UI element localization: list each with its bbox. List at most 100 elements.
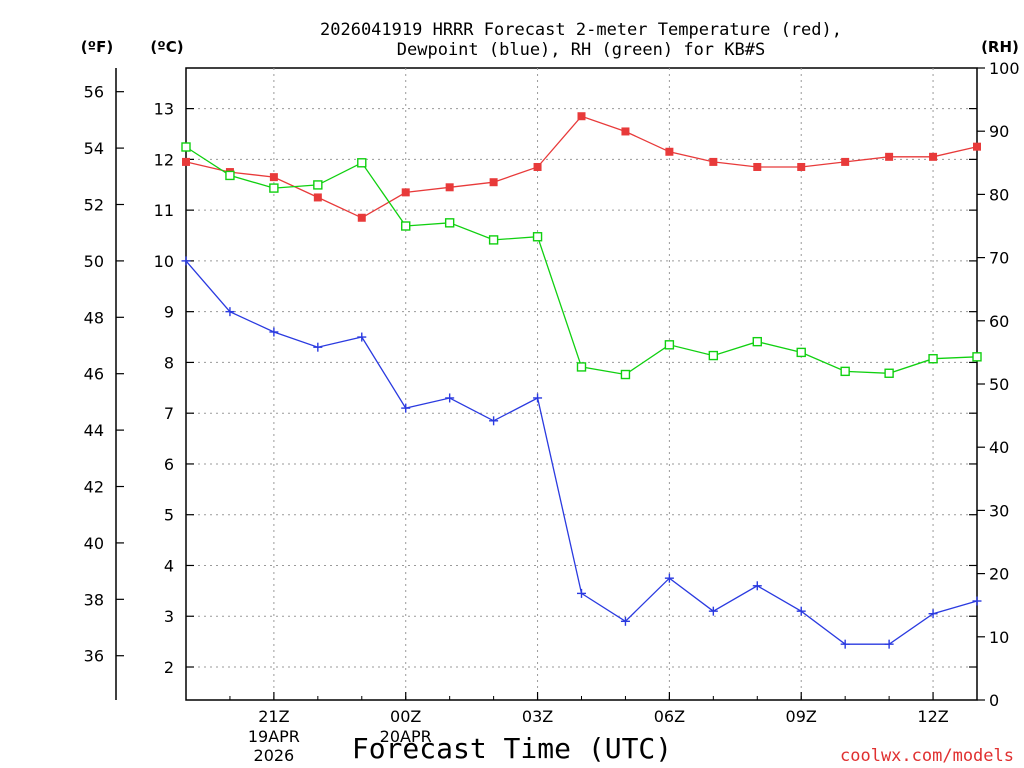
- rh-tick-label: 20: [989, 565, 1009, 584]
- rh-tick-label: 50: [989, 375, 1009, 394]
- rh-point: [576, 362, 587, 372]
- celsius-unit-label: (ºC): [150, 38, 183, 56]
- credit-text: coolwx.com/models: [840, 746, 1014, 766]
- rh-point: [840, 366, 850, 377]
- x-tick-label: 06Z: [654, 707, 685, 726]
- dewpoint-point: [577, 588, 586, 598]
- rh-point: [269, 183, 279, 193]
- x-tick-sublabel: 2026: [254, 746, 295, 765]
- dewpoint-point: [664, 573, 674, 583]
- celsius-tick-label: 5: [164, 506, 174, 525]
- temperature-point: [445, 183, 454, 192]
- dewpoint-point: [840, 639, 850, 649]
- temperature-point: [797, 162, 806, 171]
- rh-tick-label: 10: [989, 628, 1009, 647]
- rh-tick-label: 90: [989, 122, 1009, 141]
- dewpoint-point: [884, 639, 894, 649]
- dewpoint-point: [533, 393, 543, 403]
- dewpoint-point: [357, 332, 367, 342]
- dewpoint-point: [269, 327, 279, 337]
- celsius-tick-label: 8: [164, 353, 174, 372]
- series-line-dewpoint: [185, 260, 978, 645]
- temperature-point: [665, 147, 674, 156]
- fahrenheit-tick-label: 50: [84, 252, 104, 271]
- rh-point: [313, 180, 323, 190]
- dewpoint-point: [225, 307, 235, 317]
- celsius-tick-label: 3: [164, 607, 174, 626]
- rh-point: [708, 350, 719, 361]
- rh-point: [488, 235, 499, 245]
- celsius-tick-label: 11: [154, 201, 174, 220]
- series-layer: [181, 112, 982, 649]
- rh-point: [796, 347, 806, 358]
- temperature-point: [577, 112, 586, 121]
- x-tick-label: 03Z: [522, 707, 553, 726]
- temperature-point: [401, 188, 410, 197]
- fahrenheit-unit-label: (ºF): [81, 38, 113, 56]
- rh-point: [357, 158, 367, 168]
- rh-point: [884, 368, 894, 378]
- rh-point: [401, 221, 411, 231]
- dewpoint-point: [181, 256, 191, 266]
- celsius-tick-label: 10: [154, 252, 174, 271]
- rh-point: [752, 336, 762, 347]
- chart-title-line2: Dewpoint (blue), RH (green) for KB#S: [397, 40, 765, 60]
- rh-point: [972, 352, 982, 362]
- dewpoint-point: [708, 606, 718, 616]
- temperature-point: [753, 162, 762, 171]
- rh-tick-label: 70: [989, 249, 1009, 268]
- fahrenheit-tick-label: 36: [84, 647, 104, 666]
- rh-unit-label: (RH): [981, 38, 1019, 56]
- rh-tick-label: 80: [989, 185, 1009, 204]
- temperature-point: [709, 157, 718, 166]
- temperature-point: [357, 213, 366, 222]
- rh-point: [181, 142, 191, 152]
- fahrenheit-tick-label: 56: [84, 83, 104, 102]
- series-line-temperature: [185, 115, 978, 219]
- fahrenheit-tick-label: 52: [84, 195, 104, 214]
- temperature-point: [885, 152, 894, 161]
- celsius-tick-label: 4: [164, 556, 174, 575]
- x-tick-label: 21Z: [258, 707, 289, 726]
- temperature-point: [182, 157, 190, 166]
- celsius-tick-label: 2: [164, 658, 174, 677]
- dewpoint-point: [928, 609, 938, 619]
- x-tick-label: 09Z: [786, 707, 817, 726]
- temperature-point: [313, 193, 322, 202]
- rh-point: [444, 218, 455, 228]
- dewpoint-point: [752, 581, 762, 591]
- celsius-tick-label: 13: [154, 100, 174, 119]
- temperature-point: [973, 142, 981, 151]
- fahrenheit-tick-label: 38: [84, 590, 104, 609]
- dewpoint-point: [972, 596, 982, 606]
- axes-layer: 2345678910111213363840424446485052545601…: [84, 59, 1020, 765]
- plot-frame: [185, 67, 978, 701]
- rh-tick-label: 60: [989, 312, 1009, 331]
- dewpoint-point: [313, 342, 323, 352]
- rh-tick-label: 30: [989, 501, 1009, 520]
- rh-point: [664, 340, 675, 350]
- celsius-tick-label: 7: [164, 404, 174, 423]
- x-tick-sublabel: 20APR: [380, 727, 432, 746]
- dewpoint-point: [796, 606, 806, 616]
- rh-point: [225, 170, 235, 181]
- x-axis-label: Forecast Time (UTC): [352, 732, 672, 765]
- chart-title: 2026041919 HRRR Forecast 2-meter Tempera…: [320, 20, 842, 40]
- celsius-tick-label: 12: [154, 150, 174, 169]
- rh-tick-label: 0: [989, 691, 999, 710]
- fahrenheit-tick-label: 44: [84, 421, 104, 440]
- rh-point: [928, 354, 938, 364]
- temperature-point: [841, 157, 850, 166]
- temperature-point: [489, 178, 498, 187]
- rh-point: [532, 232, 543, 242]
- fahrenheit-tick-label: 54: [84, 139, 104, 158]
- celsius-tick-label: 6: [164, 455, 174, 474]
- rh-point: [620, 369, 631, 380]
- temperature-point: [533, 162, 542, 171]
- dewpoint-point: [445, 393, 455, 403]
- fahrenheit-tick-label: 40: [84, 534, 104, 553]
- x-tick-label: 00Z: [390, 707, 421, 726]
- rh-tick-label: 40: [989, 438, 1009, 457]
- temperature-point: [269, 173, 278, 182]
